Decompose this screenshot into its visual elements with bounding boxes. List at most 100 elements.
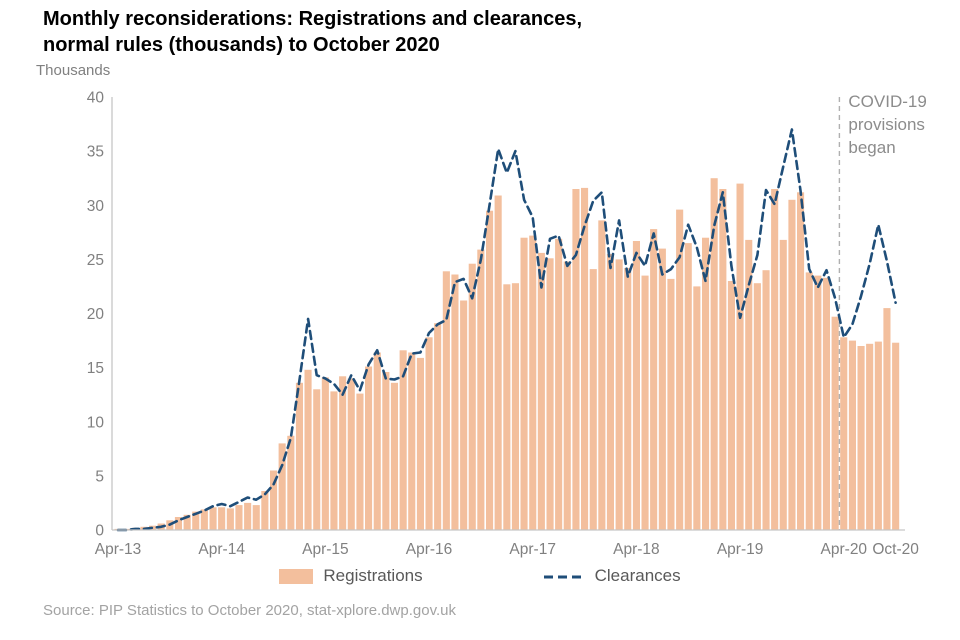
plot-area: 0 5 10 15 20 25 30 35 40 Apr-13 Apr-14 Apr-15 Apr-16… <box>87 90 927 559</box>
registrations-bar <box>313 389 321 530</box>
registrations-bar <box>641 275 649 530</box>
registrations-bar <box>684 243 692 530</box>
registrations-bar <box>848 340 856 530</box>
y-axis-label: 40 <box>87 90 105 107</box>
registrations-bar <box>390 382 398 530</box>
registrations-bar <box>822 277 830 530</box>
chart-title-line1: Monthly reconsiderations: Registrations … <box>43 8 583 30</box>
registrations-bar <box>416 357 424 530</box>
y-axis-label: 10 <box>87 414 105 431</box>
registrations-bar <box>840 337 848 530</box>
covid-annotation: began <box>848 138 895 157</box>
registrations-bar <box>883 308 891 530</box>
registrations-bar <box>356 393 364 530</box>
x-axis-label: Apr-17 <box>509 541 556 558</box>
x-axis-label: Apr-13 <box>95 541 142 558</box>
registrations-bar <box>693 286 701 530</box>
registrations-bar <box>624 268 632 530</box>
registrations-bar <box>373 352 381 530</box>
registrations-bar <box>615 259 623 530</box>
registrations-swatch <box>279 568 314 584</box>
y-axis-label: 25 <box>87 252 104 269</box>
registrations-bar <box>831 316 839 530</box>
registrations-bar <box>468 263 476 530</box>
registrations-bar <box>244 502 252 530</box>
registrations-bar <box>797 192 805 531</box>
x-axis-label: Apr-20 <box>821 541 868 558</box>
registrations-bar <box>382 372 390 530</box>
registrations-bar <box>477 249 485 530</box>
registrations-bar <box>511 283 519 530</box>
legend-item-registrations: Registrations <box>279 566 423 586</box>
registrations-bar <box>857 346 865 530</box>
registrations-bar <box>200 509 208 530</box>
registrations-bar <box>529 235 537 530</box>
clearances-sample-icon <box>543 575 584 578</box>
registrations-bar <box>788 199 796 531</box>
registrations-bar <box>226 508 234 530</box>
registrations-bar <box>779 239 787 530</box>
y-axis-label: 0 <box>95 523 104 540</box>
registrations-bar <box>460 300 468 530</box>
registrations-bar <box>503 284 511 530</box>
registrations-bar <box>667 278 675 530</box>
y-axis-label: 30 <box>87 198 105 215</box>
registrations-bar <box>762 270 770 530</box>
registrations-bar <box>321 377 329 530</box>
registrations-bar <box>572 189 580 530</box>
registrations-bar <box>710 178 718 530</box>
y-axis-label: 20 <box>87 306 105 323</box>
registrations-bar <box>486 210 494 530</box>
registrations-bar <box>589 269 597 530</box>
registrations-bar <box>866 343 874 530</box>
covid-annotation: provisions <box>848 115 925 134</box>
chart-title-line2: normal rules (thousands) to October 2020 <box>43 34 440 56</box>
registrations-legend-label: Registrations <box>323 566 423 585</box>
registrations-bar <box>771 189 779 530</box>
registrations-bar <box>727 281 735 530</box>
registrations-bar <box>520 237 528 530</box>
registrations-bar <box>218 507 226 530</box>
x-axis-label: Apr-16 <box>406 541 453 558</box>
registrations-bar <box>235 505 243 530</box>
registrations-bar <box>581 187 589 530</box>
legend-item-clearances: Clearances <box>543 566 681 586</box>
x-axis-label: Apr-14 <box>198 541 245 558</box>
y-axis-label: 5 <box>95 468 104 485</box>
registrations-bar <box>814 275 822 530</box>
registrations-bar <box>606 254 614 530</box>
x-axis-label: Apr-15 <box>302 541 349 558</box>
registrations-bar <box>650 229 658 530</box>
chart-title: Monthly reconsiderations: Registrations … <box>43 6 803 58</box>
registrations-bar <box>425 337 433 530</box>
x-axis-label: Apr-18 <box>613 541 660 558</box>
chart-legend: Registrations Clearances <box>0 566 960 586</box>
registrations-bar <box>399 350 407 530</box>
registrations-bar <box>632 241 640 530</box>
registrations-bar <box>434 323 442 530</box>
registrations-bar <box>546 258 554 530</box>
registrations-bar <box>537 252 545 530</box>
registrations-bar <box>295 382 303 530</box>
registrations-bar <box>252 505 260 530</box>
registrations-bar <box>745 239 753 530</box>
covid-annotation: COVID-19 <box>848 92 926 111</box>
registrations-bar <box>736 183 744 530</box>
registrations-bar <box>287 435 295 530</box>
registrations-bar <box>209 507 217 530</box>
registrations-bar <box>365 366 373 530</box>
y-axis-unit-label: Thousands <box>36 62 111 79</box>
registrations-bar <box>278 443 286 530</box>
registrations-bar <box>183 514 191 530</box>
registrations-bar <box>563 261 571 530</box>
registrations-bar <box>805 272 813 530</box>
registrations-bar <box>892 342 900 530</box>
registrations-bar <box>339 376 347 530</box>
registrations-bar <box>408 352 416 530</box>
registrations-bar <box>555 238 563 531</box>
clearances-legend-label: Clearances <box>594 566 681 585</box>
registrations-bar <box>598 220 606 530</box>
y-axis-label: 35 <box>87 144 104 161</box>
x-axis-label: Apr-19 <box>717 541 764 558</box>
